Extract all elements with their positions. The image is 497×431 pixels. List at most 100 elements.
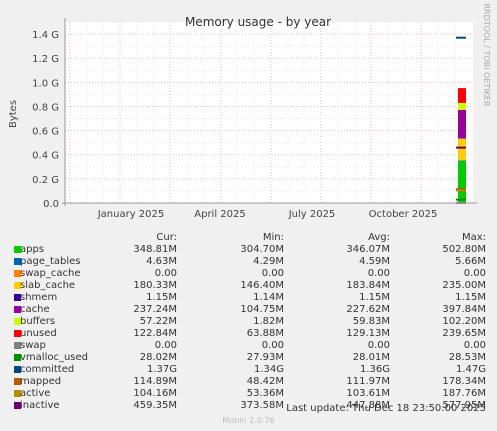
legend-avg: 227.62M: [346, 304, 390, 315]
legend-avg: 129.13M: [346, 328, 390, 339]
legend-name: buffers: [20, 316, 56, 327]
legend-row-mapped: mapped 114.89M 48.42M 111.97M 178.34M: [0, 376, 497, 388]
legend-max: 577.95M: [442, 400, 486, 411]
legend-name: swap: [20, 340, 46, 351]
legend-min: 27.93M: [246, 352, 284, 363]
side-label: RRDTOOL / TOBI OETIKER: [482, 3, 491, 106]
legend-name: swap_cache: [20, 268, 81, 279]
stack-segment-apps: [458, 160, 466, 203]
legend-name: apps: [20, 244, 45, 255]
legend-swatch: [14, 354, 21, 361]
legend-name: active: [20, 388, 51, 399]
legend-cur: 180.33M: [133, 280, 177, 291]
y-tick-label: 1.2 G: [32, 54, 59, 65]
legend-min: 304.70M: [240, 244, 284, 255]
legend-max: 502.80M: [442, 244, 486, 255]
legend-avg: 0.00: [367, 340, 390, 351]
legend-max: 28.53M: [448, 352, 486, 363]
legend-swatch: [14, 318, 21, 325]
legend-max: 397.84M: [442, 304, 486, 315]
y-axis-label: Bytes: [8, 100, 19, 128]
legend-name: unused: [20, 328, 57, 339]
legend-max: 1.47G: [455, 364, 486, 375]
legend-max: 1.15M: [455, 292, 486, 303]
stack-segment-page_tables: [458, 160, 466, 161]
legend-swatch: [14, 402, 21, 409]
legend-row-vmalloc_used: vmalloc_used 28.02M 27.93M 28.01M 28.53M: [0, 352, 497, 364]
last-update: Last update: Thu Dec 18 23:50:00 2025: [286, 403, 486, 414]
x-tick-label: July 2025: [288, 209, 336, 220]
x-tick-labels: January 2025 April 2025 July 2025 October 2…: [97, 209, 438, 220]
legend-row-committed: committed 1.37G 1.34G 1.36G 1.47G: [0, 364, 497, 376]
chart-title: Memory usage - by year: [185, 15, 331, 29]
legend-cur: 122.84M: [133, 328, 177, 339]
legend-min: 63.88M: [246, 328, 284, 339]
legend-swatch: [14, 366, 21, 373]
legend-swatch: [14, 330, 21, 337]
y-tick-label: 0.2 G: [32, 175, 59, 186]
legend-max: 187.76M: [442, 388, 486, 399]
legend-max: 235.00M: [442, 280, 486, 291]
x-tick-label: January 2025: [97, 209, 165, 220]
legend-cur: 28.02M: [139, 352, 177, 363]
legend-swatch: [14, 282, 21, 289]
stack-segment-cache: [458, 109, 466, 139]
plot-area: [65, 22, 473, 203]
legend-avg: 4.59M: [359, 256, 390, 267]
x-tick-label: April 2025: [194, 209, 245, 220]
legend-avg: 346.07M: [346, 244, 390, 255]
legend-row-swap_cache: swap_cache 0.00 0.00 0.00 0.00: [0, 268, 497, 280]
legend-row-cache: cache 237.24M 104.75M 227.62M 397.84M: [0, 304, 497, 316]
legend-max: 239.65M: [442, 328, 486, 339]
legend-min: 373.58M: [240, 400, 284, 411]
legend-header: Cur: Min: Avg: Max:: [0, 232, 497, 244]
legend-min: 1.82M: [253, 316, 284, 327]
legend-min: 146.40M: [240, 280, 284, 291]
stack-segment-buffers: [458, 102, 466, 110]
legend-min: 0.00: [261, 340, 284, 351]
legend-swatch: [14, 306, 21, 313]
legend-avg: 59.83M: [352, 316, 390, 327]
legend-min: 4.29M: [253, 256, 284, 267]
legend-min: 48.42M: [246, 376, 284, 387]
legend-min: 1.34G: [253, 364, 284, 375]
stack-area: [458, 88, 466, 203]
legend-max: 0.00: [463, 268, 486, 279]
legend-cur: 1.15M: [146, 292, 177, 303]
legend-avg: 183.84M: [346, 280, 390, 291]
legend-min: 0.00: [261, 268, 284, 279]
legend-avg: 447.88M: [346, 400, 390, 411]
legend-name: vmalloc_used: [20, 352, 89, 363]
legend-cur: 1.37G: [146, 364, 177, 375]
legend-swatch: [14, 390, 21, 397]
legend-swatch: [14, 378, 21, 385]
x-tick-label: October 2025: [369, 209, 438, 220]
legend-min: 53.36M: [246, 388, 284, 399]
y-tick-label: 0.0: [43, 199, 59, 210]
legend-cur: 459.35M: [133, 400, 177, 411]
legend-row-apps: apps 348.81M 304.70M 346.07M 502.80M: [0, 244, 497, 256]
legend-row-slab_cache: slab_cache 180.33M 146.40M 183.84M 235.00M: [0, 280, 497, 292]
legend-row-inactive: inactive 459.35M 373.58M 447.88M 577.95M: [0, 400, 497, 412]
legend-avg: 28.01M: [352, 352, 390, 363]
legend-cur: 237.24M: [133, 304, 177, 315]
y-tick-label: 0.8 G: [32, 102, 59, 113]
legend-cur: 57.22M: [139, 316, 177, 327]
y-tick-label: 0.4 G: [32, 151, 59, 162]
legend-header-cur: Cur:: [156, 232, 177, 243]
legend-row-page_tables: page_tables 4.63M 4.29M 4.59M 5.66M: [0, 256, 497, 268]
legend-name: committed: [20, 364, 75, 375]
legend-row-unused: unused 122.84M 63.88M 129.13M 239.65M: [0, 328, 497, 340]
legend-max: 0.00: [463, 340, 486, 351]
legend-name: shmem: [20, 292, 58, 303]
legend-cur: 114.89M: [133, 376, 177, 387]
legend-header-avg: Avg:: [368, 232, 390, 243]
legend-name: page_tables: [20, 256, 81, 267]
stack-segment-unused: [458, 88, 466, 103]
y-tick-label: 1.0 G: [32, 78, 59, 89]
legend-avg: 0.00: [367, 268, 390, 279]
legend-cur: 348.81M: [133, 244, 177, 255]
legend-cur: 0.00: [154, 268, 177, 279]
legend-header-min: Min:: [262, 232, 284, 243]
legend-avg: 103.61M: [346, 388, 390, 399]
